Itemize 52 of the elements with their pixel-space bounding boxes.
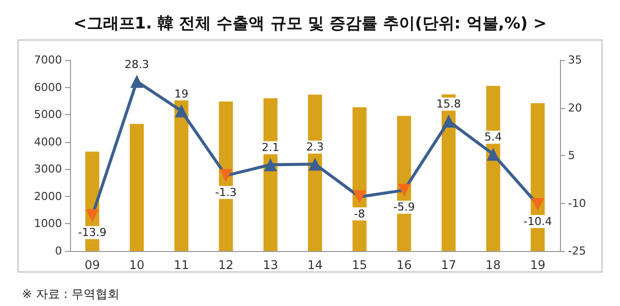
y2-tick-label: 35 [568, 54, 582, 66]
y2-tick-label: 20 [568, 101, 582, 114]
x-tick-label: 17 [440, 258, 456, 272]
y2-tick-label: 5 [568, 149, 575, 162]
y-tick-label: 6000 [34, 80, 62, 94]
data-label: 2.3 [306, 140, 324, 154]
text: ※ 자료 : 무역협회 [22, 287, 120, 301]
point [174, 104, 188, 118]
point [442, 114, 456, 128]
data-label: -8 [354, 207, 366, 220]
point [486, 148, 500, 161]
x-tick-label: 11 [174, 258, 190, 272]
x-tick-label: 18 [486, 258, 501, 272]
y-tick-label: 7000 [34, 54, 62, 66]
x-tick-label: 16 [396, 258, 412, 272]
y-tick-label: 5000 [34, 108, 62, 122]
y-tick-label: 0 [55, 244, 62, 258]
point [86, 209, 99, 222]
bar [352, 107, 367, 251]
chart-title: <그래프1. 韓 전체 수출액 규모 및 증감률 추이(단위: 억불,%) > [73, 14, 547, 32]
bar [486, 86, 500, 251]
point [308, 158, 322, 171]
y2-tick-label: -10 [568, 196, 586, 210]
data-label: 19 [174, 87, 188, 100]
y-tick-label: 2000 [34, 190, 62, 203]
x-tick-label: 14 [307, 258, 323, 272]
x-tick-label: 13 [262, 258, 278, 272]
point [130, 74, 144, 88]
x-tick-label: 10 [129, 258, 144, 272]
bar [130, 124, 144, 251]
data-label: 15.8 [436, 98, 461, 111]
point [264, 158, 277, 172]
data-label: -13.9 [78, 226, 107, 240]
point [219, 169, 232, 182]
data-label: -1.3 [215, 186, 237, 200]
data-label: 2.1 [262, 141, 280, 154]
y-tick-label: 4000 [34, 135, 62, 148]
y-tick-label: 3000 [34, 162, 62, 176]
point [531, 198, 544, 212]
y-tick-label: 1000 [34, 217, 62, 230]
x-tick-label: 12 [218, 258, 234, 272]
point [353, 190, 366, 204]
y2-tick-label: -25 [568, 244, 586, 258]
point [398, 184, 411, 197]
data-label: -5.9 [393, 200, 415, 214]
x-tick-label: 09 [84, 258, 100, 272]
data-label: 28.3 [124, 58, 150, 71]
x-tick-label: 15 [352, 258, 368, 272]
data-label: -10.4 [523, 215, 552, 228]
bar [174, 100, 188, 251]
data-label: 5.4 [484, 130, 502, 144]
x-tick-label: 19 [530, 258, 546, 272]
